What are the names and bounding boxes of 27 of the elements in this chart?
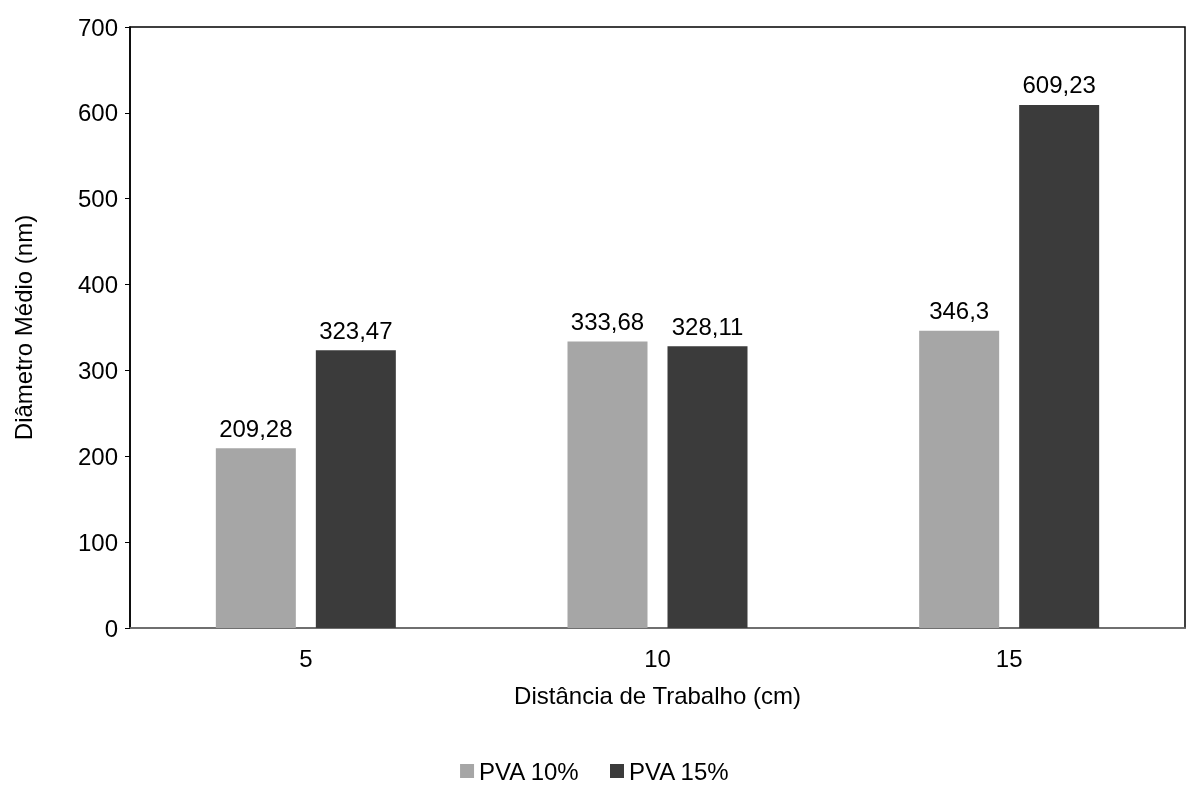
data-label: 209,28 <box>219 414 293 442</box>
x-tick-label: 15 <box>995 644 1023 672</box>
data-label: 333,68 <box>570 308 645 336</box>
y-axis-title: Diâmetro Médio (nm) <box>9 214 37 441</box>
legend-label: PVA 10% <box>479 757 579 785</box>
y-tick-label: 600 <box>77 99 118 127</box>
bar <box>919 330 1000 628</box>
bar <box>667 346 748 628</box>
y-tick-label: 100 <box>77 528 118 556</box>
bar <box>215 448 296 628</box>
x-tick-label: 10 <box>644 644 671 672</box>
x-axis-title: Distância de Trabalho (cm) <box>514 681 801 709</box>
x-tick-label: 5 <box>299 644 313 672</box>
data-label: 323,47 <box>319 316 393 344</box>
bar <box>567 341 648 628</box>
y-tick-label: 300 <box>77 356 118 384</box>
data-label: 609,23 <box>1022 71 1096 99</box>
y-tick-label: 200 <box>77 442 118 470</box>
y-tick-label: 700 <box>77 13 118 41</box>
y-tick-label: 400 <box>77 271 118 299</box>
y-tick-label: 0 <box>104 614 118 642</box>
bar <box>1019 104 1100 628</box>
bar <box>315 350 396 628</box>
y-tick-label: 500 <box>77 185 118 213</box>
data-label: 328,11 <box>671 312 744 340</box>
legend-label: PVA 15% <box>629 757 729 785</box>
data-label: 346,3 <box>929 297 990 325</box>
